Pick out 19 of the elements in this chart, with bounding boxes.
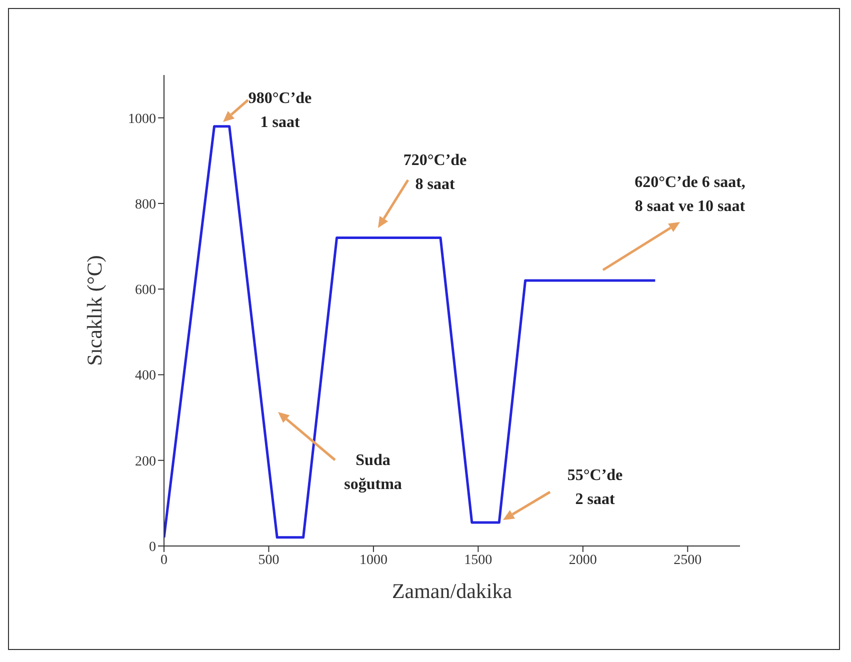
x-tick-label: 2500 [674,552,702,568]
y-tick-label: 1000 [128,112,156,127]
y-tick-label: 600 [135,283,156,298]
annotation: 620°C’de 6 saat, 8 saat ve 10 saat [634,174,746,215]
y-axis-title: Sıcaklık (°C) [82,255,106,366]
x-tick-label: 500 [258,552,280,568]
x-tick-label: 2000 [568,552,597,568]
y-tick-label: 200 [135,454,156,470]
annotation: 720°C’de 8 saat [403,152,467,193]
y-tick-label: 400 [135,368,156,384]
y-tick-label: 800 [135,197,156,212]
annotation: 55°C’de 2 saat [567,467,623,508]
y-tick-label: 0 [149,540,156,555]
x-tick-label: 1500 [464,552,492,568]
x-tick-label: 1000 [359,552,388,568]
annotation: Suda soğutma [344,452,402,493]
annotation: 980°C’de 1 saat [248,90,312,131]
x-axis-title: Zaman/dakika [392,579,513,603]
x-tick-label: 0 [160,552,168,568]
